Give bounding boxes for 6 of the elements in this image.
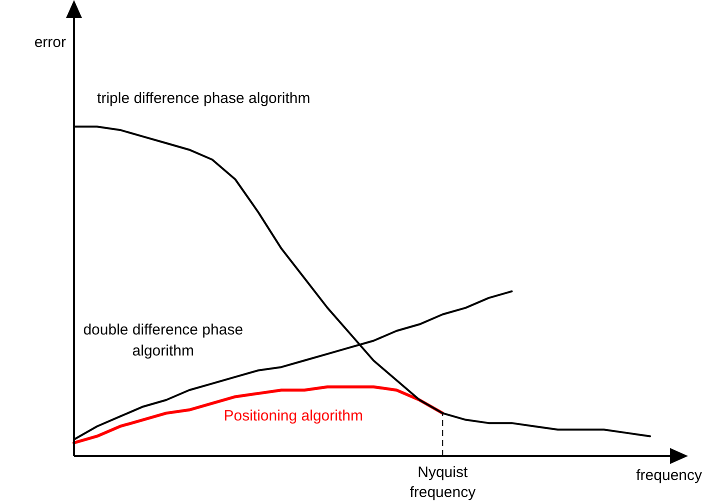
x-axis-title: frequency [636, 467, 702, 484]
series-label: triple difference phase algorithm [97, 90, 310, 107]
text: Nyquist frequency [410, 464, 476, 502]
series-label: Positioning algorithm [224, 407, 363, 424]
text: error [34, 34, 66, 52]
series-label: double difference phase algorithm [83, 322, 244, 360]
